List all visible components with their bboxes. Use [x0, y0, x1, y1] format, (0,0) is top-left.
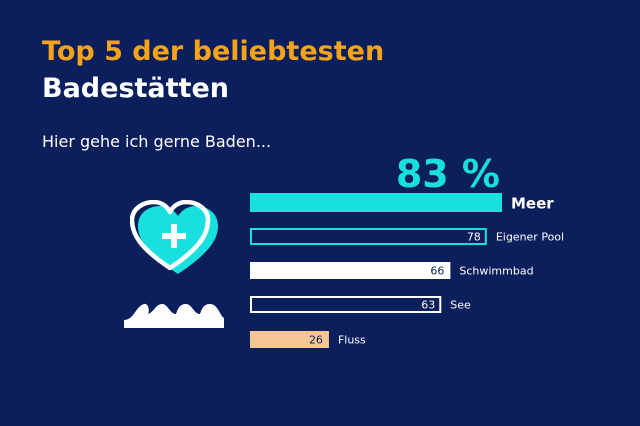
value-label: 66: [430, 265, 444, 278]
category-label: See: [450, 299, 471, 312]
bar-eigener-pool: [250, 228, 487, 245]
subtitle: Hier gehe ich gerne Baden...: [42, 132, 272, 151]
waves-icon: [124, 303, 224, 328]
category-label: Eigener Pool: [496, 231, 564, 244]
category-label: Schwimmbad: [459, 265, 533, 278]
value-label: 83 %: [396, 152, 500, 196]
category-label: Fluss: [338, 334, 366, 347]
title-line-1: Top 5 der beliebtesten: [42, 36, 385, 67]
bar-schwimmbad: [250, 262, 451, 279]
title-line-2: Badestätten: [42, 73, 229, 104]
value-label: 26: [309, 334, 323, 347]
heart-plus-icon: [130, 200, 218, 274]
bar-see: [250, 296, 442, 313]
value-label: 78: [467, 231, 481, 244]
bar-fluss: [250, 331, 329, 348]
category-label: Meer: [511, 195, 554, 213]
bar-meer: [250, 193, 502, 212]
value-label: 63: [421, 299, 435, 312]
